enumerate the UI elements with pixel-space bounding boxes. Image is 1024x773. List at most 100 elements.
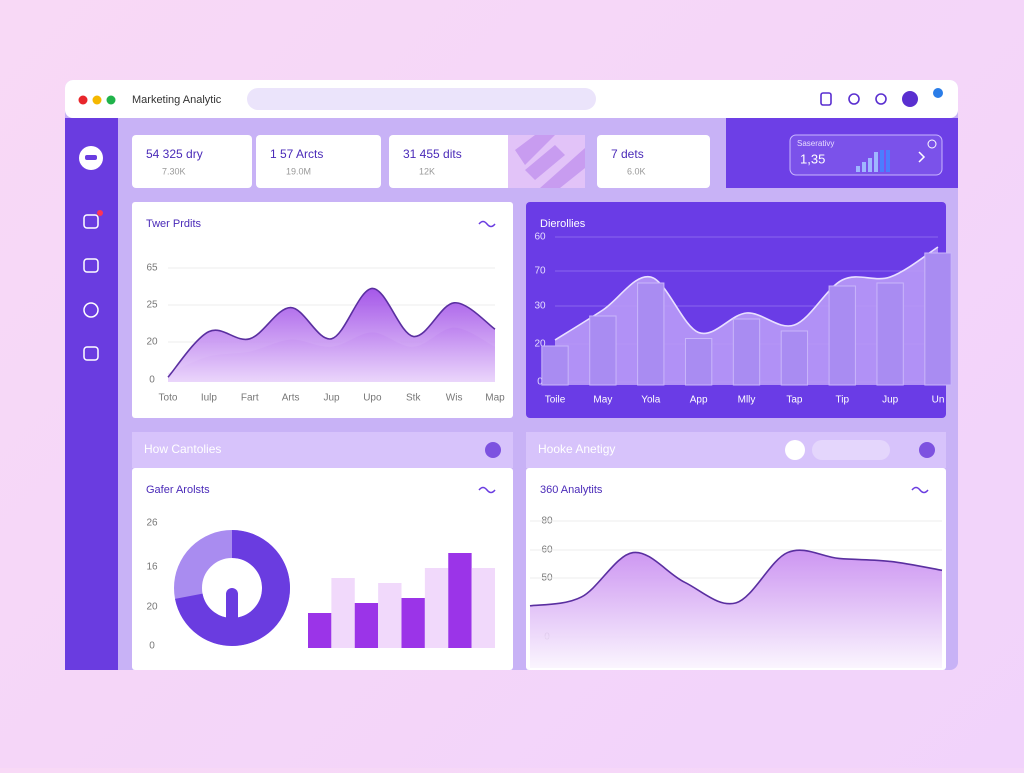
line [167, 287, 496, 378]
featured-card[interactable] [789, 134, 943, 176]
mini-bars [856, 150, 890, 172]
x-tick-label: Fart [241, 393, 259, 404]
prev-button[interactable] [785, 440, 805, 460]
featured-label: Saserativy [797, 139, 834, 148]
section-button[interactable] [919, 442, 935, 458]
bar [331, 578, 355, 648]
chart-menu [478, 486, 496, 494]
x-tick-label: Map [485, 393, 505, 404]
bar [780, 330, 809, 386]
x-tick-label: Arts [282, 393, 300, 404]
y-tick-label: 0 [149, 641, 155, 652]
nav-icons [83, 214, 99, 361]
window-title: Marketing Analytic [132, 94, 222, 106]
bar [637, 282, 665, 386]
section-title: Hooke Anetigy [538, 442, 615, 456]
kpi-sub: 6.0K [627, 166, 646, 176]
filter-input[interactable] [812, 440, 890, 460]
y-tick-label: 20 [146, 602, 158, 613]
kpi-value: 1 57 Arcts [270, 147, 323, 161]
bar [401, 598, 425, 648]
kpi-card [132, 135, 252, 188]
x-tick-label: Tip [835, 395, 849, 406]
x-tick-label: Tap [786, 395, 803, 406]
area [530, 550, 942, 668]
icon[interactable] [848, 93, 860, 105]
chart-title: Twer Prdits [146, 218, 202, 230]
badge [97, 210, 103, 216]
kpi-card [597, 135, 710, 188]
x-tick-label: App [690, 395, 708, 406]
kpi-value: 54 325 dry [146, 147, 203, 161]
bar [732, 318, 761, 386]
sidebar [65, 118, 118, 670]
search-bar[interactable] [247, 88, 596, 110]
kpi-value: 31 455 dits [403, 147, 462, 161]
toolbar-icons [820, 92, 887, 106]
featured-value: 1,35 [800, 151, 825, 166]
notify[interactable] [933, 88, 943, 98]
bar [378, 583, 402, 648]
icon[interactable] [875, 93, 887, 105]
bar [308, 613, 332, 648]
kpi-sub: 7.30K [162, 166, 186, 176]
min-dot[interactable] [92, 95, 102, 105]
icon [927, 139, 937, 149]
x-tick-label: Stk [406, 393, 421, 404]
kpi-sub: 12K [419, 166, 435, 176]
pattern-shapes [515, 135, 585, 188]
x-tick-label: Jup [882, 395, 899, 406]
max-dot[interactable] [106, 95, 116, 105]
chart-title: 360 Analytits [540, 484, 603, 496]
section-title: How Cantolies [144, 442, 221, 456]
chevron[interactable] [918, 151, 926, 163]
close-dot[interactable] [78, 95, 88, 105]
bar [471, 568, 495, 648]
x-tick-label: Wis [446, 393, 463, 404]
x-tick-label: Toto [159, 393, 178, 404]
y-tick-label: 60 [534, 232, 546, 243]
kpi-card [256, 135, 381, 188]
y-tick-label: 30 [534, 301, 546, 312]
x-tick-label: May [593, 395, 612, 406]
bar [448, 553, 472, 648]
donut-needle [226, 588, 238, 636]
chart-title: Dierollies [540, 218, 586, 230]
x-tick-label: Upo [363, 393, 382, 404]
bar [541, 345, 569, 386]
nav-icon[interactable] [83, 346, 99, 361]
logo-mark [85, 155, 97, 160]
bar [684, 338, 713, 386]
x-tick-label: Iulp [201, 393, 218, 404]
nav-icon[interactable] [83, 302, 99, 318]
y-tick-label: 25 [146, 300, 158, 311]
avatar[interactable] [902, 91, 918, 107]
chart-title: Gafer Arolsts [146, 484, 210, 496]
bar [424, 568, 449, 648]
chart-menu [478, 220, 496, 228]
kpi-value: 7 dets [611, 147, 644, 161]
y-tick-label: 20 [146, 337, 158, 348]
bar [354, 603, 379, 648]
line [554, 246, 939, 341]
y-tick-label: 0 [537, 377, 543, 388]
nav-icon[interactable] [83, 214, 99, 229]
bar [876, 282, 904, 386]
section-header [132, 432, 513, 468]
x-tick-label: Jup [323, 393, 340, 404]
y-tick-label: 20 [534, 339, 546, 350]
donut-segment [175, 530, 290, 646]
area [168, 288, 495, 382]
chart-menu [911, 486, 929, 494]
kpi-sub: 19.0M [286, 166, 311, 176]
y-tick-label: 0 [149, 375, 155, 386]
bar [828, 285, 856, 386]
icon[interactable] [820, 92, 832, 106]
line [529, 549, 943, 607]
nav-icon[interactable] [83, 258, 99, 273]
section-button[interactable] [485, 442, 501, 458]
bar [924, 252, 952, 386]
x-tick-label: Yola [641, 395, 661, 406]
x-tick-label: Toile [545, 395, 566, 406]
